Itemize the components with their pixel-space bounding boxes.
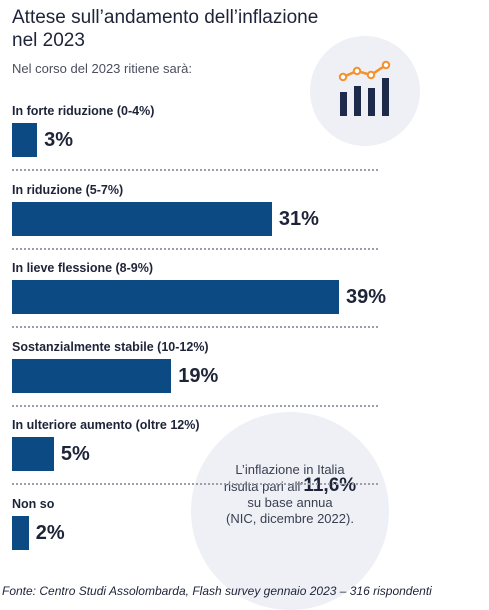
data-label: 2%	[35, 521, 65, 544]
title-line-1: Attese sull’andamento dell’inflazione	[12, 7, 319, 28]
icon-trend-point	[352, 66, 362, 76]
icon-background	[310, 36, 420, 146]
callout-text: L’inflazione in Italia risulta pari all’…	[191, 462, 389, 527]
callout-line-4: (NIC, dicembre 2022).	[226, 511, 354, 526]
callout-circle	[191, 412, 389, 610]
bar	[12, 201, 272, 236]
bar-chart-trend-icon	[338, 60, 391, 116]
bar	[12, 437, 54, 471]
category-label: Non so	[12, 496, 55, 511]
bar	[12, 123, 38, 157]
chart-title: Attese sull’andamento dell’inflazione ne…	[12, 6, 372, 52]
category-label: In ulteriore aumento (oltre 12%)	[12, 418, 200, 432]
callout-line-3: su base annua	[247, 495, 333, 510]
data-label: 19%	[178, 364, 219, 387]
bar	[12, 515, 29, 550]
data-label: 3%	[44, 129, 74, 151]
icon-bar-4	[382, 78, 389, 116]
category-label: In forte riduzione (0-4%)	[12, 104, 155, 118]
row-divider	[12, 326, 378, 328]
callout-line-2-prefix: risulta pari all’	[223, 479, 304, 494]
source-note: Fonte: Centro Studi Assolombarda, Flash …	[2, 584, 432, 598]
icon-trend-line	[342, 63, 387, 79]
callout-inflation-value: 11,6%	[303, 475, 357, 496]
data-label: 39%	[346, 286, 387, 308]
title-line-2: nel 2023	[12, 30, 85, 51]
data-label: 31%	[278, 207, 319, 230]
icon-bar-3	[368, 88, 375, 116]
icon-bar-2	[354, 86, 361, 116]
row-divider	[12, 483, 378, 485]
icon-trend-point	[366, 70, 376, 80]
chart-subtitle: Nel corso del 2023 ritiene sarà:	[12, 61, 192, 76]
bar	[12, 280, 339, 314]
row-divider	[12, 247, 378, 250]
icon-bar-1	[340, 92, 347, 116]
callout-line-1: L’inflazione in Italia	[235, 462, 345, 477]
data-label: 5%	[60, 443, 90, 465]
callout-line-2: risulta pari all’11,6%	[191, 475, 389, 496]
category-label: Sostanzialmente stabile (10-12%)	[12, 339, 209, 354]
row-divider	[12, 404, 378, 407]
category-label: In lieve flessione (8-9%)	[12, 261, 154, 275]
bar	[12, 358, 172, 393]
row-divider	[12, 169, 378, 171]
icon-trend-point	[338, 72, 348, 82]
category-label: In riduzione (5-7%)	[12, 182, 124, 197]
icon-trend-point	[381, 60, 391, 70]
